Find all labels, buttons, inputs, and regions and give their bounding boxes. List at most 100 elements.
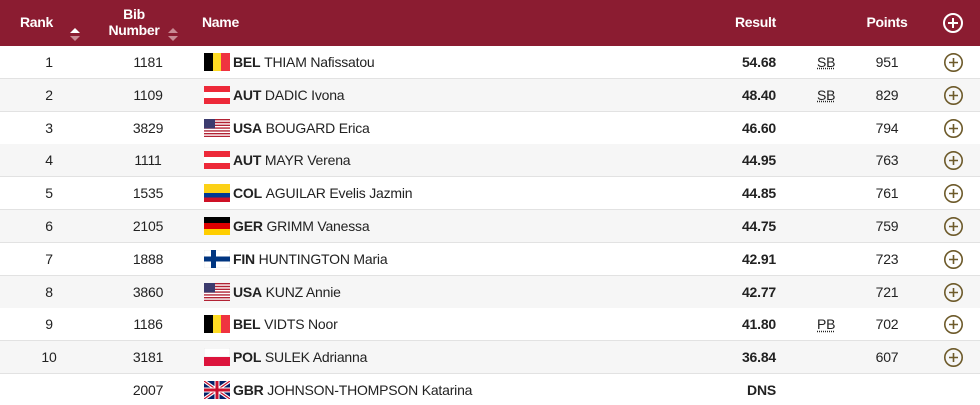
result-row: 8 3860 USA KUNZ Annie 42.77 721: [0, 275, 980, 309]
expand-icon[interactable]: [943, 85, 964, 106]
bib: 3181: [132, 349, 164, 366]
result-row: 7 1888 FIN HUNTINGTON Maria 42.91 723: [0, 242, 980, 276]
sort-icon[interactable]: [69, 28, 81, 42]
athlete-name: BOUGARD Erica: [265, 119, 370, 136]
bib: 1111: [134, 152, 162, 169]
country-code: AUT: [233, 152, 262, 169]
country-code: BEL: [233, 316, 261, 333]
rank: 2: [45, 86, 53, 103]
expand-icon[interactable]: [943, 118, 964, 139]
result-row: 2 1109 AUT DADIC Ivona 48.40 SB 829: [0, 78, 980, 112]
country-code: POL: [233, 349, 262, 366]
country-code: GBR: [233, 382, 264, 398]
rank: 8: [45, 283, 53, 300]
bib: 1535: [132, 185, 164, 202]
bib: 3860: [132, 283, 164, 300]
result: DNS: [747, 382, 776, 398]
athlete: USA KUNZ Annie: [233, 276, 341, 308]
athlete: GBR JOHNSON-THOMPSON Katarina: [233, 374, 472, 405]
points: 702: [875, 316, 899, 333]
table-header: Rank Bib Number Name Result Points: [0, 0, 980, 46]
flag: [204, 85, 230, 104]
athlete: COL AGUILAR Evelis Jazmin: [233, 177, 413, 209]
bib: 1109: [133, 86, 163, 103]
expand-icon[interactable]: [943, 150, 964, 171]
athlete-name: HUNTINGTON Maria: [258, 250, 388, 267]
athlete: BEL THIAM Nafissatou: [233, 46, 375, 78]
result-row: 2007 GBR JOHNSON-THOMPSON Katarina DNS: [0, 374, 980, 405]
expand-icon[interactable]: [943, 249, 964, 270]
points: 721: [875, 283, 899, 300]
athlete: BEL VIDTS Noor: [233, 308, 338, 340]
result-row: 3 3829 USA BOUGARD Erica 46.60 794: [0, 111, 980, 145]
result: 54.68: [741, 54, 776, 70]
sort-icon[interactable]: [167, 28, 179, 42]
points: 794: [875, 119, 899, 136]
flag: [204, 315, 230, 334]
bib: 2007: [132, 382, 164, 398]
header-rank[interactable]: Rank: [20, 14, 54, 30]
header-bib[interactable]: Bib Number: [108, 6, 160, 38]
result: 41.80: [741, 316, 776, 333]
result: 48.40: [741, 86, 776, 103]
athlete-name: GRIMM Vanessa: [266, 218, 370, 234]
points: 829: [875, 86, 899, 103]
result: 44.85: [741, 185, 776, 202]
country-code: FIN: [233, 250, 255, 267]
country-code: USA: [233, 283, 262, 300]
bib: 1186: [133, 316, 163, 333]
result-row: 6 2105 GER GRIMM Vanessa 44.75 759: [0, 210, 980, 243]
rank: 4: [45, 152, 53, 169]
flag: [204, 217, 230, 235]
flag: [204, 118, 230, 137]
athlete-name: THIAM Nafissatou: [264, 54, 375, 70]
flag: [204, 348, 230, 367]
header-points: Points: [866, 14, 908, 30]
expand-icon[interactable]: [943, 216, 964, 237]
expand-icon[interactable]: [943, 347, 964, 368]
rank: 6: [45, 218, 53, 234]
country-code: COL: [233, 185, 262, 202]
expand-icon[interactable]: [943, 183, 964, 204]
result: 46.60: [741, 119, 776, 136]
athlete: AUT DADIC Ivona: [233, 79, 345, 111]
header-result: Result: [735, 14, 776, 30]
bib: 1888: [132, 250, 164, 267]
athlete-name: AGUILAR Evelis Jazmin: [265, 185, 413, 202]
rank: 7: [45, 250, 53, 267]
athlete-name: SULEK Adrianna: [264, 349, 368, 366]
flag: [204, 282, 230, 301]
rank: 3: [45, 119, 53, 136]
result-row: 10 3181 POL SULEK Adrianna 36.84 607: [0, 341, 980, 375]
result: 42.91: [741, 250, 776, 267]
athlete-name: VIDTS Noor: [264, 316, 338, 333]
expand-icon[interactable]: [943, 314, 964, 335]
points: 951: [875, 54, 899, 70]
record-mark: PB: [817, 316, 836, 333]
flag: [204, 249, 230, 268]
flag: [204, 151, 230, 170]
country-code: USA: [233, 119, 262, 136]
record-mark: SB: [817, 54, 836, 70]
flag: [204, 184, 230, 203]
result: 44.95: [741, 152, 776, 169]
result: 44.75: [741, 218, 776, 234]
athlete: POL SULEK Adrianna: [233, 341, 367, 373]
flag: [204, 381, 230, 399]
result: 36.84: [741, 349, 776, 366]
result-row: 1 1181 BEL THIAM Nafissatou 54.68 SB 951: [0, 46, 980, 79]
athlete-name: DADIC Ivona: [264, 86, 345, 103]
rank: 5: [45, 185, 53, 202]
country-code: AUT: [233, 86, 262, 103]
athlete: AUT MAYR Verena: [233, 144, 351, 176]
points: 761: [875, 185, 899, 202]
expand-icon[interactable]: [943, 282, 964, 303]
expand-all-icon[interactable]: [942, 12, 964, 34]
athlete: GER GRIMM Vanessa: [233, 210, 370, 242]
rank: 9: [45, 316, 53, 333]
points: 607: [875, 349, 899, 366]
athlete: FIN HUNTINGTON Maria: [233, 243, 388, 275]
bib: 2105: [132, 218, 164, 234]
expand-icon[interactable]: [943, 52, 964, 73]
